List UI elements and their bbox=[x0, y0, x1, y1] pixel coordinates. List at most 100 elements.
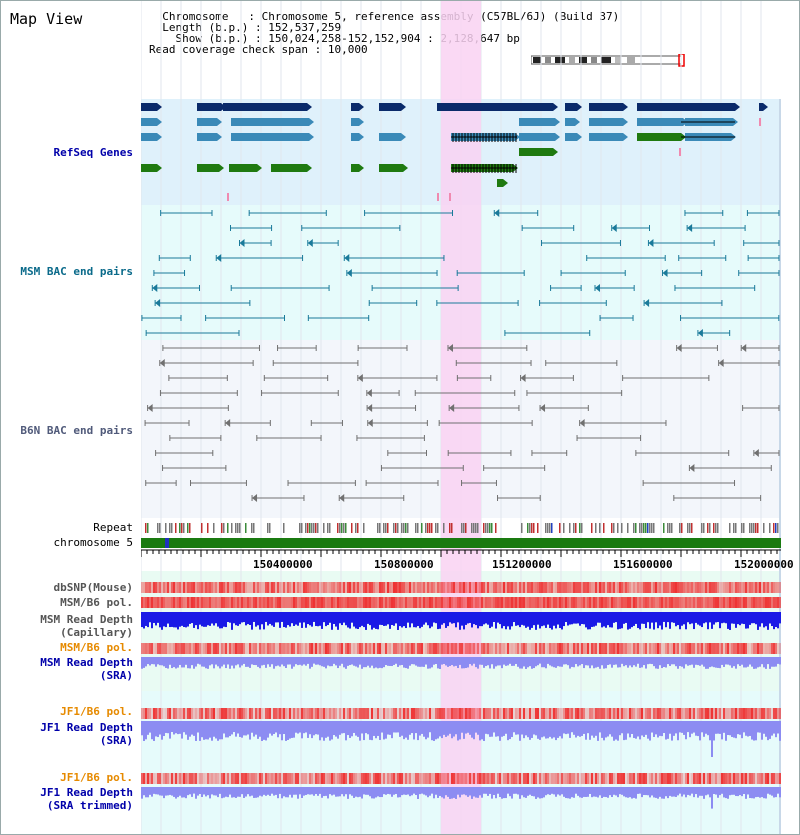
jf1-depth-sra-bar bbox=[461, 721, 463, 733]
msm-pol-heat-cell bbox=[391, 597, 393, 608]
jf1-depth-trim-bar bbox=[179, 787, 181, 796]
jf1-depth-trim-bar bbox=[653, 787, 655, 798]
jf1-pol-trim-heat-cell bbox=[703, 773, 705, 784]
msm-depth-cap-bar bbox=[735, 612, 737, 628]
jf1-pol-trim-heat-cell bbox=[597, 773, 599, 784]
msm-pol-heat-cell bbox=[685, 597, 687, 608]
track-label-jf1-b6-pol-1[interactable]: JF1/B6 pol. bbox=[60, 705, 133, 718]
jf1-pol-heat-cell bbox=[475, 708, 477, 719]
msm-pol-sra-heat-cell bbox=[289, 643, 291, 654]
track-label-jf1-b6-pol-2[interactable]: JF1/B6 pol. bbox=[60, 771, 133, 784]
jf1-depth-sra-bar bbox=[637, 721, 639, 737]
jf1-depth-trim-bar bbox=[587, 787, 589, 797]
msm-depth-sra-bar bbox=[613, 657, 615, 665]
msm-depth-sra-bar bbox=[161, 657, 163, 666]
dbsnp-heat-cell bbox=[447, 582, 449, 593]
dbsnp-heat-cell bbox=[213, 582, 215, 593]
track-label-msm-depth-sra-line1[interactable]: MSM Read Depth bbox=[40, 656, 133, 669]
jf1-depth-sra-bar bbox=[495, 721, 497, 737]
dbsnp-heat-cell bbox=[409, 582, 411, 593]
msm-pol-sra-heat-cell bbox=[575, 643, 577, 654]
track-label-jf1-depth-sra-line1[interactable]: JF1 Read Depth bbox=[40, 721, 133, 734]
jf1-pol-heat-cell bbox=[229, 708, 231, 719]
msm-pol-heat-cell bbox=[309, 597, 311, 608]
msm-pol-sra-heat-cell bbox=[541, 643, 543, 654]
track-label-msm-b6-pol-2[interactable]: MSM/B6 pol. bbox=[60, 641, 133, 654]
msm-pol-heat-cell bbox=[589, 597, 591, 608]
track-label-refseq-genes[interactable]: RefSeq Genes bbox=[53, 146, 133, 159]
jf1-pol-trim-heat-cell bbox=[473, 773, 475, 784]
track-label-msm-bac[interactable]: MSM BAC end pairs bbox=[20, 265, 133, 278]
dbsnp-heat-cell bbox=[427, 582, 429, 593]
jf1-pol-heat-cell bbox=[639, 708, 641, 719]
refseq-gene-exon bbox=[519, 133, 555, 141]
track-label-repeat[interactable]: Repeat bbox=[93, 521, 133, 534]
msm-pol-sra-heat-cell bbox=[755, 643, 757, 654]
refseq-gene-arrow bbox=[575, 118, 580, 126]
msm-pol-sra-heat-cell bbox=[205, 643, 207, 654]
msm-pol-heat-cell bbox=[541, 597, 543, 608]
repeat-mark bbox=[485, 523, 487, 533]
msm-depth-cap-bar bbox=[299, 612, 301, 623]
msm-depth-cap-bar bbox=[691, 612, 693, 624]
jf1-depth-trim-bar bbox=[189, 787, 191, 795]
dbsnp-heat-cell bbox=[231, 582, 233, 593]
jf1-pol-heat-cell bbox=[371, 708, 373, 719]
repeat-mark bbox=[681, 523, 683, 533]
repeat-mark bbox=[757, 523, 759, 533]
jf1-depth-sra-bar bbox=[441, 721, 443, 739]
track-label-jf1-depth-trim-line1[interactable]: JF1 Read Depth bbox=[40, 786, 133, 799]
msm-pol-heat-cell bbox=[425, 597, 427, 608]
jf1-pol-heat-cell bbox=[421, 708, 423, 719]
jf1-pol-heat-cell bbox=[247, 708, 249, 719]
msm-pol-sra-heat-cell bbox=[701, 643, 703, 654]
msm-pol-heat-cell bbox=[725, 597, 727, 608]
msm-pol-sra-heat-cell bbox=[675, 643, 677, 654]
msm-pol-heat-cell bbox=[487, 597, 489, 608]
track-label-dbsnp[interactable]: dbSNP(Mouse) bbox=[53, 581, 133, 594]
jf1-pol-trim-heat-cell bbox=[711, 773, 713, 784]
refseq-gene-arrow bbox=[763, 103, 768, 111]
dbsnp-heat-cell bbox=[319, 582, 321, 593]
jf1-depth-sra-bar bbox=[365, 721, 367, 734]
jf1-depth-trim-bar bbox=[487, 787, 489, 796]
repeat-mark bbox=[563, 523, 565, 533]
msm-pol-heat-cell bbox=[337, 597, 339, 608]
jf1-pol-heat-cell bbox=[777, 708, 779, 719]
msm-depth-sra-bar bbox=[151, 657, 153, 665]
track-label-msm-b6-pol-1[interactable]: MSM/B6 pol. bbox=[60, 596, 133, 609]
msm-pol-sra-heat-cell bbox=[631, 643, 633, 654]
msm-depth-sra-bar bbox=[461, 657, 463, 669]
track-label-b6n-bac[interactable]: B6N BAC end pairs bbox=[20, 424, 133, 437]
msm-depth-sra-bar bbox=[633, 657, 635, 666]
genome-track-area[interactable] bbox=[141, 1, 781, 835]
jf1-pol-trim-heat-cell bbox=[563, 773, 565, 784]
repeat-mark bbox=[483, 523, 485, 533]
jf1-depth-sra-bar bbox=[425, 721, 427, 740]
msm-depth-cap-bar bbox=[723, 612, 725, 623]
jf1-pol-trim-heat-cell bbox=[277, 773, 279, 784]
dbsnp-heat-cell bbox=[247, 582, 249, 593]
dbsnp-heat-cell bbox=[541, 582, 543, 593]
msm-depth-sra-bar bbox=[691, 657, 693, 665]
dbsnp-heat-cell bbox=[267, 582, 269, 593]
jf1-depth-sra-bar bbox=[313, 721, 315, 736]
msm-depth-cap-bar bbox=[525, 612, 527, 628]
msm-pol-heat-cell bbox=[733, 597, 735, 608]
msm-pol-sra-heat-cell bbox=[549, 643, 551, 654]
jf1-depth-trim-bar bbox=[381, 787, 383, 798]
msm-pol-heat-cell bbox=[193, 597, 195, 608]
jf1-pol-heat-cell bbox=[537, 708, 539, 719]
jf1-pol-trim-heat-cell bbox=[697, 773, 699, 784]
track-label-msm-depth-cap-line1[interactable]: MSM Read Depth bbox=[40, 613, 133, 626]
dbsnp-heat-cell bbox=[641, 582, 643, 593]
jf1-depth-trim-bar bbox=[357, 787, 359, 798]
msm-pol-heat-cell bbox=[209, 597, 211, 608]
msm-depth-cap-bar bbox=[453, 612, 455, 624]
msm-pol-heat-cell bbox=[705, 597, 707, 608]
msm-depth-sra-bar bbox=[401, 657, 403, 665]
msm-depth-cap-bar bbox=[653, 612, 655, 630]
msm-depth-sra-bar bbox=[705, 657, 707, 669]
dbsnp-heat-cell bbox=[279, 582, 281, 593]
msm-depth-sra-bar bbox=[211, 657, 213, 665]
